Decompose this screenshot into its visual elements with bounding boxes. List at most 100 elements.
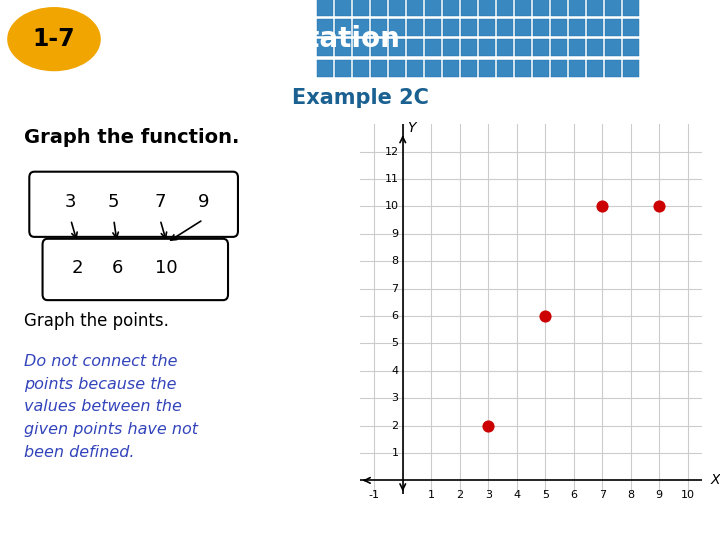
- Bar: [407, 39, 423, 56]
- Text: 1-7: 1-7: [32, 27, 76, 51]
- Bar: [623, 0, 639, 16]
- Bar: [623, 39, 639, 56]
- Bar: [461, 39, 477, 56]
- Bar: [371, 19, 387, 36]
- Bar: [353, 0, 369, 16]
- Bar: [317, 19, 333, 36]
- Text: 5: 5: [108, 193, 120, 211]
- Bar: [551, 59, 567, 77]
- Text: Y: Y: [407, 122, 415, 136]
- Bar: [551, 39, 567, 56]
- Text: 6: 6: [112, 259, 122, 276]
- Bar: [317, 39, 333, 56]
- Bar: [425, 0, 441, 16]
- Text: 9: 9: [392, 229, 398, 239]
- Bar: [533, 59, 549, 77]
- FancyBboxPatch shape: [30, 172, 238, 237]
- Bar: [497, 39, 513, 56]
- Bar: [407, 0, 423, 16]
- Text: Copyright © by Holt, Rinehart and Winston. All Rights Reserved.: Copyright © by Holt, Rinehart and Winsto…: [413, 515, 706, 524]
- Bar: [335, 0, 351, 16]
- Text: X: X: [711, 474, 720, 488]
- Point: [539, 312, 551, 320]
- Text: 6: 6: [392, 311, 398, 321]
- Bar: [515, 59, 531, 77]
- Bar: [515, 0, 531, 16]
- Bar: [353, 39, 369, 56]
- Text: 11: 11: [384, 174, 398, 184]
- Bar: [389, 19, 405, 36]
- Text: 3: 3: [392, 393, 398, 403]
- Bar: [461, 59, 477, 77]
- Text: Example 2C: Example 2C: [292, 88, 428, 108]
- Bar: [497, 59, 513, 77]
- Text: 5: 5: [392, 339, 398, 348]
- Text: 7: 7: [599, 490, 606, 500]
- Bar: [551, 0, 567, 16]
- Bar: [461, 0, 477, 16]
- Text: 10: 10: [384, 201, 398, 211]
- Bar: [317, 0, 333, 16]
- Bar: [569, 19, 585, 36]
- Text: Graph the function.: Graph the function.: [24, 127, 240, 146]
- Bar: [533, 0, 549, 16]
- Bar: [425, 39, 441, 56]
- Text: 2: 2: [71, 259, 83, 276]
- Bar: [389, 59, 405, 77]
- Bar: [605, 59, 621, 77]
- Text: 7: 7: [392, 284, 398, 294]
- Bar: [371, 59, 387, 77]
- Text: 7: 7: [154, 193, 166, 211]
- Bar: [389, 39, 405, 56]
- Text: Do not connect the
points because the
values between the
given points have not
b: Do not connect the points because the va…: [24, 354, 198, 460]
- Text: 9: 9: [197, 193, 209, 211]
- Point: [654, 202, 665, 211]
- Bar: [479, 39, 495, 56]
- Text: 6: 6: [570, 490, 577, 500]
- Text: 3: 3: [65, 193, 76, 211]
- Text: 10: 10: [156, 259, 178, 276]
- Text: -1: -1: [369, 490, 379, 500]
- Bar: [515, 39, 531, 56]
- Bar: [407, 19, 423, 36]
- Bar: [335, 19, 351, 36]
- Bar: [515, 19, 531, 36]
- Bar: [479, 19, 495, 36]
- Bar: [605, 19, 621, 36]
- Text: 9: 9: [656, 490, 663, 500]
- Text: 8: 8: [627, 490, 634, 500]
- Ellipse shape: [7, 7, 101, 71]
- Bar: [335, 59, 351, 77]
- Bar: [443, 0, 459, 16]
- Text: 1: 1: [428, 490, 435, 500]
- Text: 2: 2: [392, 421, 398, 430]
- Text: 3: 3: [485, 490, 492, 500]
- Bar: [425, 19, 441, 36]
- Bar: [605, 39, 621, 56]
- Bar: [425, 59, 441, 77]
- Text: 4: 4: [392, 366, 398, 376]
- Text: 12: 12: [384, 146, 398, 157]
- Bar: [623, 19, 639, 36]
- Bar: [551, 19, 567, 36]
- Bar: [533, 39, 549, 56]
- Bar: [587, 0, 603, 16]
- Bar: [443, 59, 459, 77]
- Text: 1: 1: [392, 448, 398, 458]
- Bar: [479, 0, 495, 16]
- Point: [482, 421, 494, 430]
- Bar: [605, 0, 621, 16]
- Bar: [497, 19, 513, 36]
- Text: Graph the points.: Graph the points.: [24, 312, 169, 329]
- Bar: [461, 19, 477, 36]
- Bar: [569, 39, 585, 56]
- Bar: [587, 19, 603, 36]
- Bar: [335, 39, 351, 56]
- Bar: [587, 39, 603, 56]
- Bar: [479, 59, 495, 77]
- Text: 4: 4: [513, 490, 521, 500]
- Text: Holt Algebra 2: Holt Algebra 2: [14, 513, 115, 526]
- Bar: [443, 19, 459, 36]
- Text: 5: 5: [541, 490, 549, 500]
- Point: [596, 202, 608, 211]
